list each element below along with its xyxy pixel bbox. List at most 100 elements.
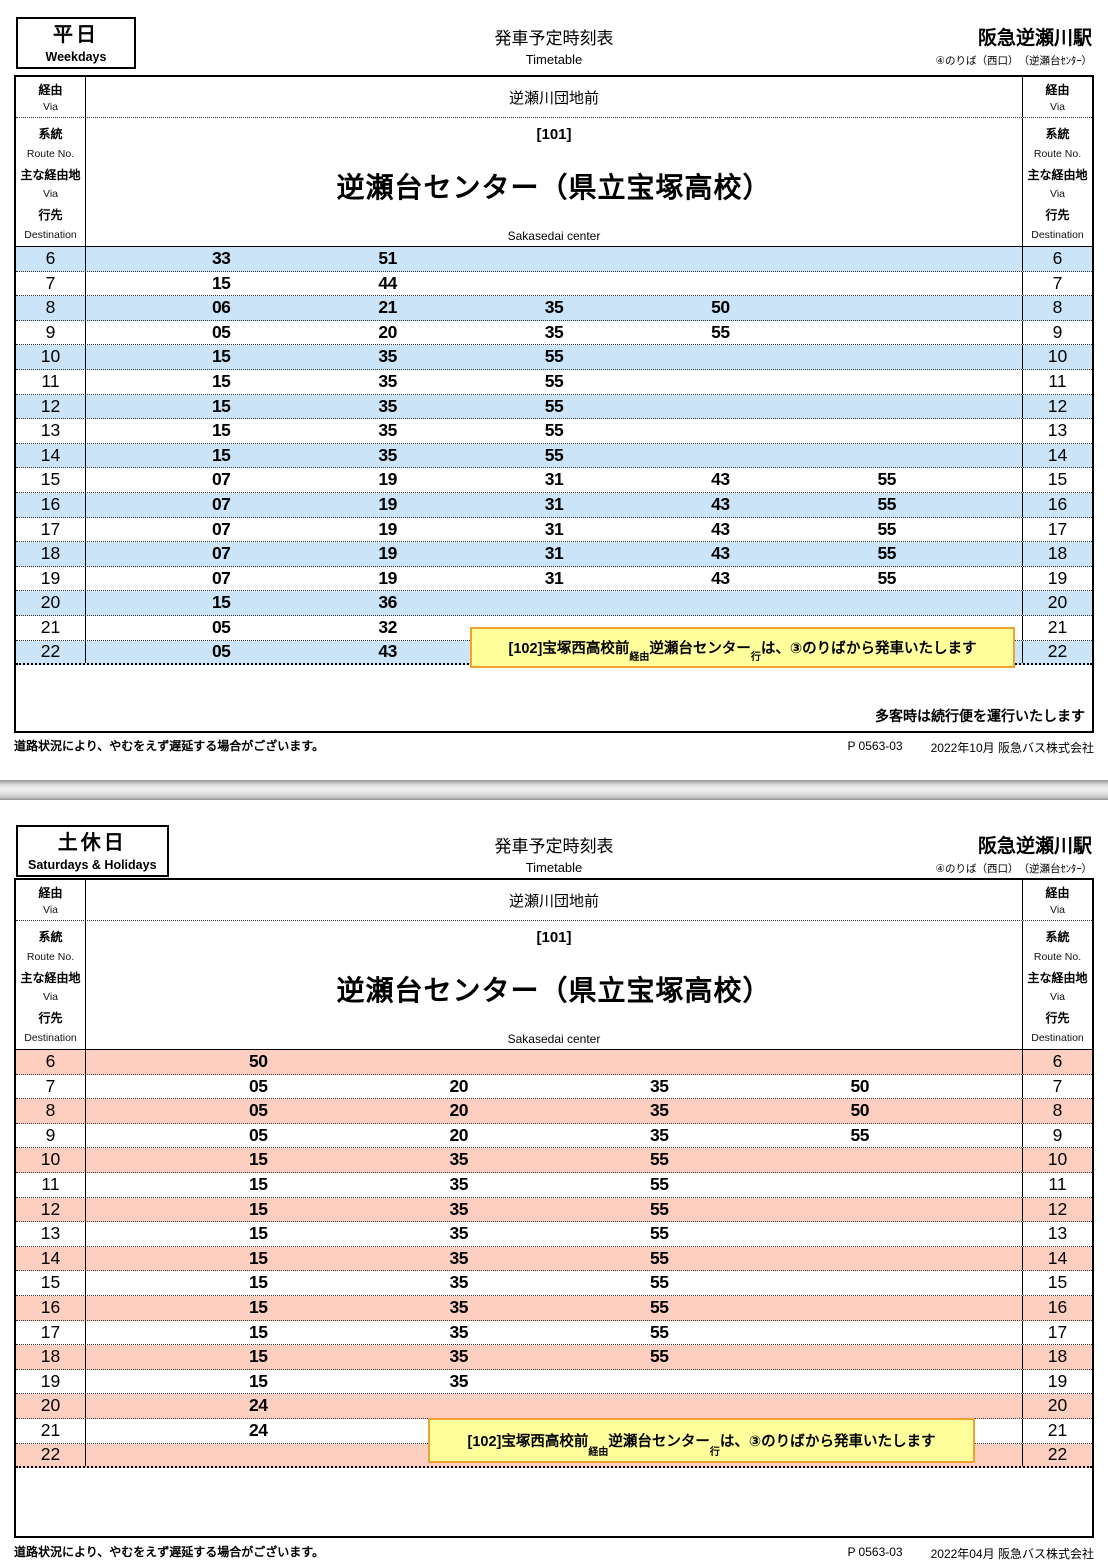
minutes-cells: 07 19 31 43 55 [86, 468, 1022, 492]
destination-label: 行先 [1045, 208, 1070, 223]
timetable-row-hour-6: 6 50 6 [16, 1050, 1092, 1075]
timetable-row-hour-14: 14 15 35 55 14 [16, 443, 1092, 469]
minute-cell: 15 [249, 1321, 268, 1342]
hour-cell: 22 [1022, 640, 1092, 664]
minutes-cells: 07 19 31 43 55 [86, 542, 1022, 566]
destination-title-en: Sakasedai center [507, 1032, 601, 1046]
minutes-cells: 15 35 55 [86, 1173, 1022, 1197]
minute-cell: 50 [850, 1100, 870, 1121]
hour-cell: 12 [16, 1197, 86, 1222]
minute-cell: 15 [249, 1149, 268, 1170]
minute-cell: 07 [211, 518, 231, 539]
hour-cell: 12 [1022, 1197, 1092, 1222]
minute-cell: 05 [211, 616, 231, 637]
timetable-row-hour-10: 10 15 35 55 10 [16, 345, 1092, 370]
minute-cell: 50 [850, 1075, 870, 1096]
hour-cell: 16 [16, 492, 86, 517]
station-boarding-info: ④のりば（西口） （逆瀬台ｾﾝﾀｰ） [935, 55, 1092, 67]
timetable-row-hour-20: 20 24 20 [16, 1394, 1092, 1419]
minutes-cells: 06 21 35 50 [86, 296, 1022, 320]
publisher-date: 2022年10月 阪急バス株式会社 [930, 741, 1094, 755]
main-via-label-en: Via [43, 188, 58, 201]
minute-cell: 15 [249, 1296, 268, 1317]
minutes-cells: 15 35 55 [86, 1247, 1022, 1271]
holiday-timetable-sheet: 土休日 Saturdays & Holidays 発車予定時刻表 Timetab… [0, 800, 1108, 1565]
timetable-row-hour-7: 7 15 44 7 [16, 271, 1092, 297]
minute-cell: 07 [211, 567, 231, 588]
hour-cell: 15 [1022, 1271, 1092, 1295]
via-value: 逆瀬川団地前 [508, 89, 599, 107]
minutes-cells: 05 20 35 55 [86, 1124, 1022, 1148]
via-value: 逆瀬川団地前 [508, 892, 599, 910]
minutes-cells: 15 35 55 [86, 1321, 1022, 1345]
timetable-row-hour-16: 16 07 19 31 43 55 16 [16, 492, 1092, 518]
minute-cell: 43 [378, 641, 397, 662]
timetable-grid: 経由 Via 逆瀬川団地前 経由 Via 系統 Route No. 主な経由地 … [14, 75, 1094, 733]
timetable-row-hour-10: 10 15 35 55 10 [16, 1148, 1092, 1173]
route-102-note: [102]宝塚西高校前 経由 逆瀬台センター行 は、③のりばから発車いたします [428, 1418, 975, 1463]
minute-cell: 55 [650, 1149, 669, 1170]
minute-cell: 20 [449, 1100, 469, 1121]
timetable-row-hour-9: 9 05 20 35 55 9 [16, 320, 1092, 346]
minute-cell: 31 [544, 567, 564, 588]
route-dest-label-cell-right: 系統 Route No. 主な経由地 Via 行先 Destination [1022, 118, 1092, 246]
minutes-cells: 15 44 [86, 272, 1022, 296]
minute-cell: 05 [249, 1075, 268, 1096]
minute-cell: 55 [650, 1321, 669, 1342]
via-value-cell: 逆瀬川団地前 [86, 77, 1022, 117]
minute-cell: 35 [449, 1198, 469, 1219]
hour-cell: 19 [16, 1369, 86, 1394]
minute-cell: 05 [211, 321, 231, 342]
minutes-cells: 24 [86, 1419, 1022, 1443]
hour-cell: 11 [16, 1172, 86, 1197]
hour-cell: 6 [1022, 1050, 1092, 1074]
minute-cell: 15 [249, 1370, 268, 1391]
timetable-row-hour-14: 14 15 35 55 14 [16, 1246, 1092, 1272]
route-102-note: [102]宝塚西高校前 経由 逆瀬台センター行 は、③のりばから発車いたします [470, 627, 1015, 668]
minute-cell: 15 [211, 395, 231, 416]
minutes-cells: 15 35 55 [86, 395, 1022, 419]
minute-cell: 20 [378, 321, 397, 342]
day-type-box: 平日 Weekdays [16, 17, 136, 69]
minute-cell: 19 [378, 567, 397, 588]
route-102-note-text: は、③のりばから発車いたします [719, 1434, 936, 1450]
minute-cell: 44 [378, 272, 397, 293]
minute-cell: 31 [544, 469, 564, 490]
minutes-cells: 15 35 55 [86, 1271, 1022, 1295]
hour-cell: 7 [16, 271, 86, 296]
hour-cell: 11 [1022, 1172, 1092, 1197]
route-no-value: [101] [536, 929, 572, 946]
minute-cell: 55 [650, 1247, 669, 1268]
minute-cell: 35 [650, 1100, 669, 1121]
route-no-label: 系統 [38, 930, 63, 944]
hour-cell: 14 [1022, 443, 1092, 468]
hour-cell: 11 [16, 369, 86, 394]
route-no-label: 系統 [1045, 930, 1070, 944]
minute-cell: 55 [650, 1198, 669, 1219]
destination-label-en: Destination [24, 1031, 77, 1044]
timetable-row-hour-20: 20 15 36 20 [16, 591, 1092, 616]
minute-cell: 15 [249, 1174, 268, 1195]
minute-cell: 35 [650, 1075, 669, 1096]
minute-cell: 55 [544, 395, 564, 416]
via-header-row: 経由 Via 逆瀬川団地前 経由 Via [16, 77, 1092, 118]
route-102-note-bound-small: 行 [750, 652, 761, 663]
minute-cell: 35 [449, 1321, 469, 1342]
minute-cell: 55 [650, 1223, 669, 1244]
destination-label-en: Destination [1031, 228, 1084, 241]
timetable-row-hour-12: 12 15 35 55 12 [16, 394, 1092, 420]
minute-cell: 55 [850, 1124, 870, 1145]
minute-cell: 43 [711, 543, 730, 564]
hour-cell: 17 [1022, 517, 1092, 542]
minute-cell: 35 [378, 444, 397, 465]
minute-cell: 32 [378, 616, 397, 637]
day-type-label: 平日 [53, 24, 99, 46]
hour-cell: 14 [16, 443, 86, 468]
minutes-cells: 15 35 55 [86, 1345, 1022, 1369]
minutes-cells: 15 35 55 [86, 444, 1022, 468]
hour-cell: 15 [16, 468, 86, 492]
timetable-row-hour-8: 8 06 21 35 50 8 [16, 296, 1092, 321]
main-via-label-en: Via [1050, 188, 1065, 201]
main-via-label: 主な経由地 [20, 167, 81, 182]
minutes-cells: 07 19 31 43 55 [86, 567, 1022, 591]
